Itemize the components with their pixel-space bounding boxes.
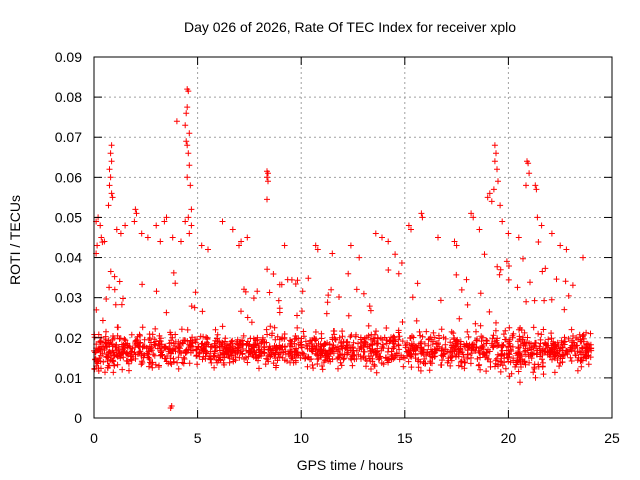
x-tick-label: 15 <box>397 430 413 446</box>
roti-plus-markers <box>91 86 595 411</box>
x-tick-label: 5 <box>194 430 202 446</box>
data-points <box>91 86 595 411</box>
y-tick-label: 0.09 <box>55 49 82 65</box>
y-tick-label: 0.05 <box>55 209 82 225</box>
x-tick-label: 25 <box>604 430 620 446</box>
y-tick-label: 0.02 <box>55 330 82 346</box>
y-tick-label: 0.01 <box>55 370 82 386</box>
y-tick-label: 0.08 <box>55 89 82 105</box>
y-tick-label: 0.06 <box>55 169 82 185</box>
x-tick-label: 20 <box>501 430 517 446</box>
x-tick-label: 0 <box>90 430 98 446</box>
y-axis-label: ROTI / TECUs <box>7 195 23 285</box>
y-tick-label: 0.04 <box>55 250 82 266</box>
x-tick-label: 10 <box>293 430 309 446</box>
chart-title: Day 026 of 2026, Rate Of TEC Index for r… <box>184 19 516 35</box>
axis-ticks: 0 0.01 0.02 0.03 0.04 0.05 0.06 0.07 0.08 0.09 0 5 1… <box>55 49 620 446</box>
y-tick-label: 0.07 <box>55 129 82 145</box>
y-tick-label: 0.03 <box>55 290 82 306</box>
y-tick-label: 0 <box>74 410 82 426</box>
plot-frame <box>93 56 613 419</box>
x-axis-label: GPS time / hours <box>297 457 404 473</box>
